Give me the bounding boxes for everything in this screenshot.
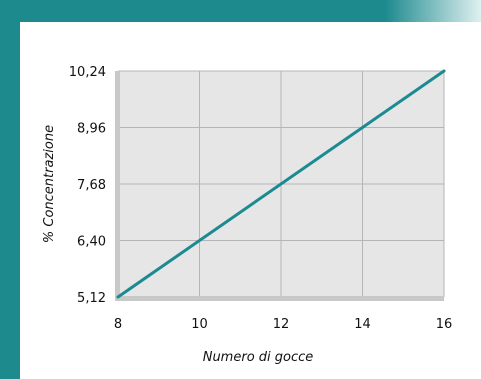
frame-left-band [0, 0, 20, 379]
y-axis-line [115, 71, 120, 301]
x-axis-line [115, 296, 444, 301]
y-axis-title: % Concentrazione [42, 125, 57, 243]
y-tick-label: 10,24 [69, 65, 106, 80]
y-tick-label: 5,12 [77, 291, 106, 306]
x-axis-title: Numero di gocce [203, 350, 314, 365]
series-line [116, 69, 446, 299]
y-tick-label: 8,96 [77, 122, 106, 137]
x-tick-label: 12 [273, 317, 290, 332]
x-tick-label: 14 [354, 317, 371, 332]
y-tick-label: 7,68 [77, 178, 106, 193]
frame-top-band [0, 0, 481, 22]
y-tick-label: 6,40 [77, 235, 106, 250]
x-tick-label: 16 [436, 317, 453, 332]
x-tick-label: 10 [191, 317, 208, 332]
x-tick-label: 8 [114, 317, 122, 332]
